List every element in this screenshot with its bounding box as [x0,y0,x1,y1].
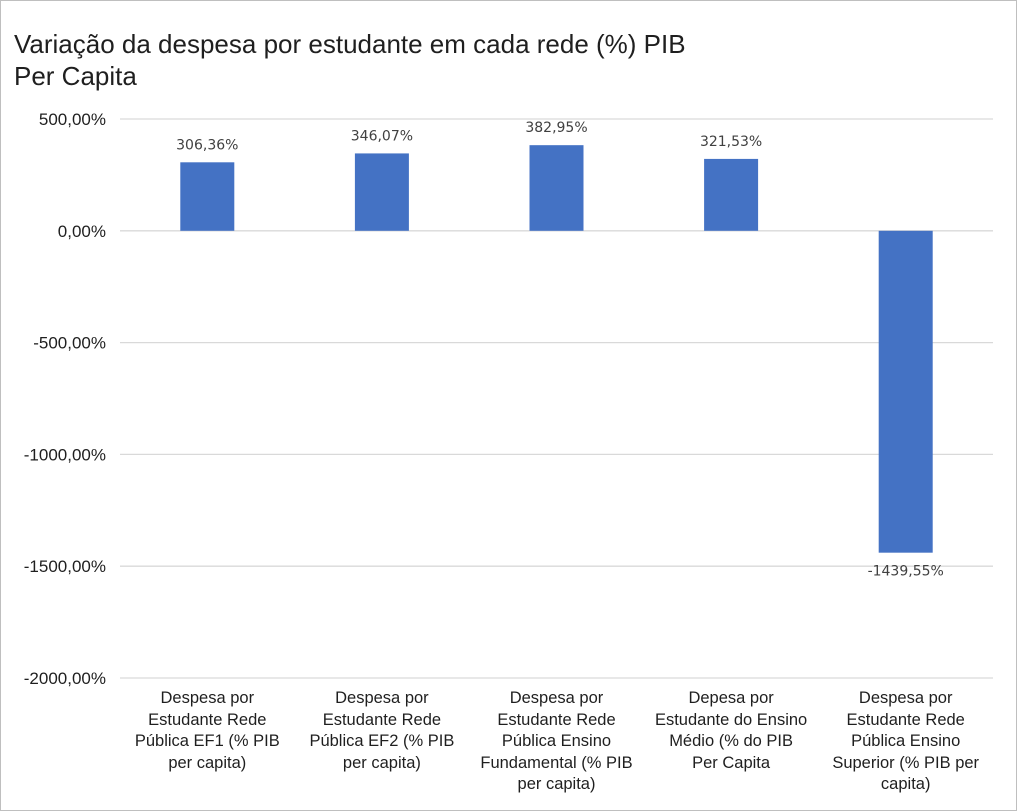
x-category-label: Depesa por Estudante do Ensino Médio (% do… [643,688,819,774]
x-category-label: Despesa por Estudante Rede Pública EF1 (% … [119,688,295,774]
y-tick-label: -1500,00% [24,557,106,576]
bar [878,230,933,553]
x-category-label-line: Pública Ensino [851,732,961,750]
bar [704,158,759,231]
chart-title-line-2: Per Capita [14,61,137,91]
chart-title-line-1: Variação da despesa por estudante em cad… [14,29,686,59]
x-category-label-line: Per Capita [692,753,771,772]
x-category-label-line: Fundamental (% PIB [480,753,633,772]
x-category-label-line: Pública Ensino [501,732,612,750]
x-category-label-line: Estudante Rede [148,710,267,729]
bar [354,153,409,231]
data-label: 382,95% [525,120,587,136]
x-category-label: Despesa por Estudante Rede Pública EF2 (% … [294,688,470,774]
x-category-label: Despesa por Estudante Rede Pública Ensino F… [469,688,645,796]
x-category-label-line: Superior (% PIB per [832,753,980,772]
y-tick-label: 0,00% [58,222,106,241]
x-category-label-line: Despesa por [160,689,255,707]
y-tick-label: -1000,00% [24,445,106,464]
data-label: -1439,55% [868,564,944,580]
x-category-label-line: Estudante Rede [846,710,965,729]
x-category-label-line: per capita) [517,775,596,793]
x-category-label-line: Depesa por [688,689,774,707]
y-tick-label: 500,00% [39,110,106,129]
x-category-label-line: Estudante Rede [322,710,442,729]
x-category-label-line: per capita) [168,753,247,772]
bar [529,145,584,231]
chart-title: Variação da despesa por estudante em cad… [14,28,914,92]
x-category-label-line: Despesa por [858,689,953,707]
y-tick-label: -500,00% [33,334,106,353]
x-category-label-line: Despesa por [509,689,604,707]
x-category-label-line: Estudante Rede [497,710,616,729]
data-label: 321,53% [700,134,762,150]
x-category-label-line: capita) [880,775,931,793]
x-category-label-line: Despesa por [335,689,429,707]
x-category-label-line: Pública EF2 (% PIB [309,732,455,750]
bar [180,162,235,231]
y-tick-label: -2000,00% [24,669,106,688]
data-label: 346,07% [351,128,413,144]
x-category-label-line: Pública EF1 (% PIB [134,732,280,750]
x-category-label: Despesa por Estudante Rede Pública Ensino S… [818,688,994,796]
x-category-label-line: Médio (% do PIB [669,732,793,750]
data-label: 306,36% [176,137,238,153]
x-category-label-line: per capita) [342,753,421,772]
x-category-label-line: Estudante do Ensino [654,710,808,729]
